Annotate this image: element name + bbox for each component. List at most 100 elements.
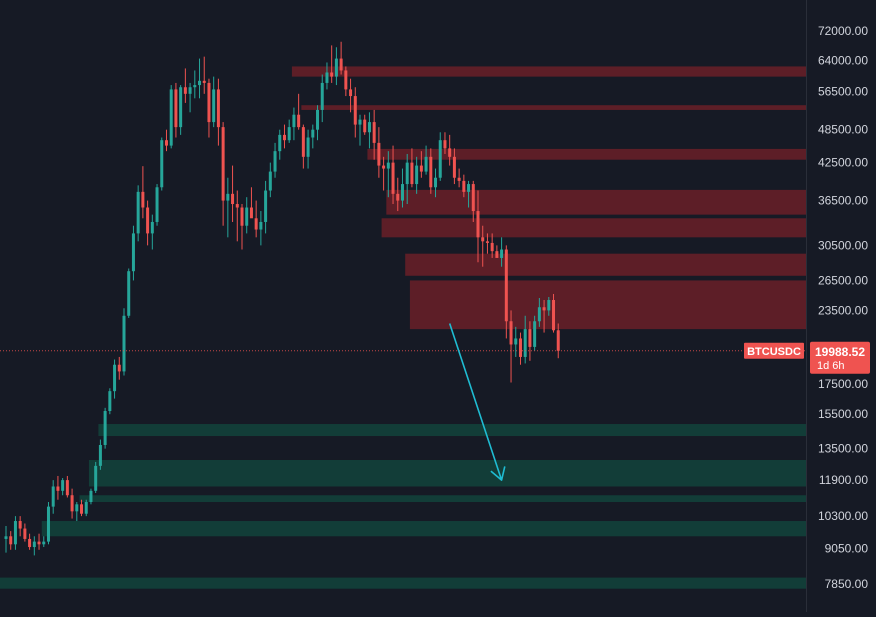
candle-42 bbox=[202, 56, 206, 94]
candle-body bbox=[61, 480, 65, 491]
candle-31 bbox=[150, 214, 154, 250]
candle-body bbox=[424, 156, 428, 172]
candle-body bbox=[245, 207, 249, 226]
candle-body bbox=[221, 127, 225, 201]
candle-body bbox=[70, 495, 74, 512]
candle-68 bbox=[325, 62, 329, 90]
candle-5 bbox=[28, 533, 32, 550]
candle-body bbox=[518, 338, 522, 357]
support-zone-10 bbox=[41, 521, 806, 537]
candle-61 bbox=[292, 107, 296, 141]
candle-body bbox=[358, 119, 362, 125]
candle-90 bbox=[429, 148, 433, 194]
candle-body bbox=[533, 321, 537, 347]
candle-body bbox=[249, 207, 253, 219]
candle-3 bbox=[18, 516, 22, 537]
candle-62 bbox=[297, 93, 301, 130]
candle-body bbox=[542, 307, 546, 311]
candle-81 bbox=[386, 151, 390, 198]
candle-body bbox=[231, 193, 235, 205]
candle-108 bbox=[514, 326, 518, 357]
candle-109 bbox=[518, 332, 522, 365]
candle-body bbox=[509, 321, 513, 345]
candle-43 bbox=[207, 78, 211, 138]
candle-88 bbox=[419, 151, 423, 178]
support-zone-7 bbox=[98, 424, 806, 437]
candle-44 bbox=[212, 76, 216, 128]
candle-32 bbox=[155, 184, 159, 226]
candle-body bbox=[183, 87, 187, 94]
candle-body bbox=[311, 129, 315, 138]
candle-64 bbox=[306, 129, 310, 169]
candle-0 bbox=[4, 526, 8, 553]
candle-24 bbox=[117, 356, 121, 380]
candle-body bbox=[405, 162, 409, 185]
candle-17 bbox=[84, 499, 88, 517]
candle-body bbox=[467, 184, 471, 192]
candle-body bbox=[89, 490, 93, 503]
price-axis[interactable]: 72000.00 64000.00 56500.00 48500.00 42500.00… bbox=[744, 0, 876, 612]
y-tick-label: 10300.00 bbox=[818, 509, 868, 523]
zones-layer bbox=[0, 66, 806, 589]
candle-59 bbox=[282, 124, 286, 149]
candle-body bbox=[537, 307, 541, 322]
last-price-label: 19988.52 bbox=[815, 345, 865, 359]
candle-80 bbox=[382, 156, 386, 191]
y-tick-label: 30500.00 bbox=[818, 238, 868, 252]
resistance-zone-3 bbox=[386, 189, 806, 215]
candle-50 bbox=[240, 204, 244, 250]
candle-body bbox=[13, 521, 17, 545]
candle-65 bbox=[311, 124, 315, 149]
candle-body bbox=[103, 411, 107, 445]
y-tick-label: 11900.00 bbox=[819, 473, 868, 487]
candle-55 bbox=[264, 180, 268, 234]
candle-body bbox=[127, 271, 131, 316]
y-tick-label: 42500.00 bbox=[818, 156, 868, 170]
candle-71 bbox=[339, 41, 343, 75]
candle-body bbox=[429, 156, 433, 188]
candle-body bbox=[46, 506, 50, 542]
candle-112 bbox=[533, 315, 537, 351]
candle-70 bbox=[334, 47, 338, 86]
candle-67 bbox=[320, 74, 324, 123]
last-price-badge bbox=[810, 341, 870, 374]
candle-30 bbox=[146, 200, 150, 246]
candle-body bbox=[268, 171, 272, 191]
candle-body bbox=[264, 190, 268, 222]
candle-36 bbox=[174, 82, 178, 138]
candle-8 bbox=[42, 536, 46, 548]
candle-body bbox=[28, 538, 32, 548]
candle-89 bbox=[424, 145, 428, 175]
candle-104 bbox=[495, 245, 499, 258]
candle-47 bbox=[226, 177, 230, 238]
candle-body bbox=[212, 89, 216, 123]
candle-body bbox=[108, 391, 112, 412]
candle-93 bbox=[443, 132, 447, 154]
price-axis-background bbox=[806, 0, 876, 612]
candle-41 bbox=[198, 58, 202, 99]
candle-body bbox=[400, 184, 404, 201]
candle-body bbox=[386, 162, 390, 169]
overlay-layer bbox=[0, 323, 806, 481]
candle-101 bbox=[481, 225, 485, 267]
candle-2 bbox=[13, 516, 17, 550]
candle-body bbox=[164, 140, 168, 146]
candle-97 bbox=[462, 174, 466, 198]
candle-21 bbox=[103, 407, 107, 449]
candle-53 bbox=[254, 200, 258, 238]
candle-116 bbox=[552, 293, 556, 333]
candle-72 bbox=[344, 66, 348, 97]
resistance-zone-0 bbox=[291, 66, 806, 77]
candle-79 bbox=[377, 127, 381, 178]
candle-95 bbox=[452, 148, 456, 185]
candle-73 bbox=[349, 78, 353, 113]
candle-113 bbox=[537, 297, 541, 327]
forecast-arrow bbox=[448, 323, 503, 481]
candle-39 bbox=[188, 82, 192, 113]
candle-10 bbox=[51, 480, 55, 514]
candle-body bbox=[292, 114, 296, 128]
candle-body bbox=[325, 72, 329, 83]
y-tick-label: 23500.00 bbox=[818, 303, 868, 317]
